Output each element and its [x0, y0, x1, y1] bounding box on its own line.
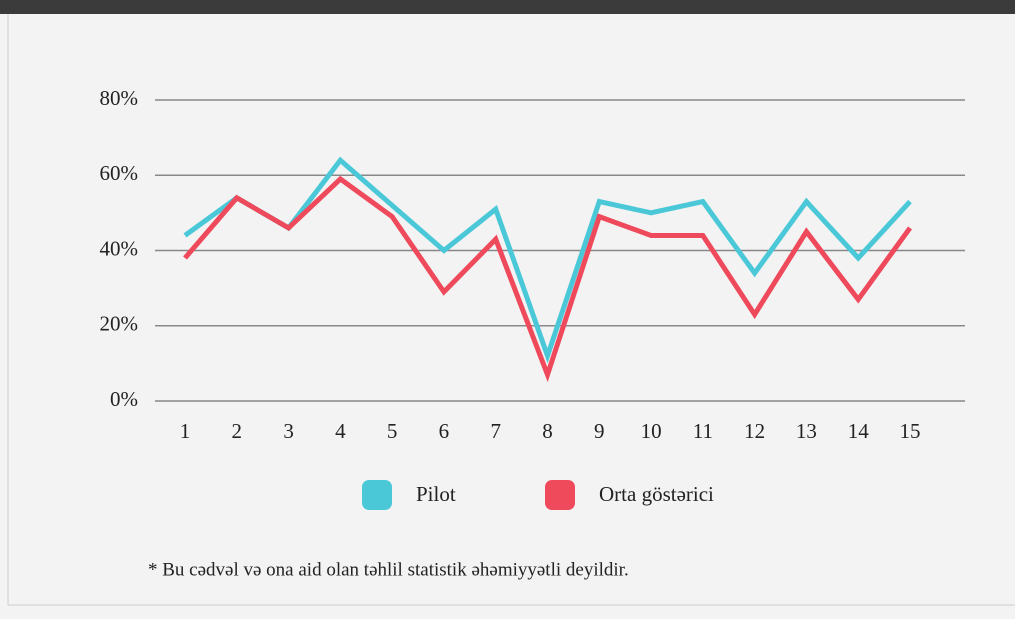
x-tick-label: 3	[283, 419, 294, 443]
x-tick-label: 9	[594, 419, 605, 443]
x-tick-label: 5	[387, 419, 398, 443]
series-line	[183, 156, 912, 364]
series-line	[183, 175, 913, 383]
x-tick-label: 1	[180, 419, 191, 443]
legend-swatch	[362, 480, 392, 510]
legend-swatch	[545, 480, 575, 510]
top-bar	[0, 0, 1015, 14]
x-tick-label: 8	[542, 419, 553, 443]
x-tick-label: 4	[335, 419, 346, 443]
y-tick-label: 40%	[100, 236, 139, 260]
x-tick-label: 6	[439, 419, 450, 443]
footnote: * Bu cədvəl və ona aid olan təhlil stati…	[148, 559, 629, 580]
y-tick-label: 0%	[110, 387, 138, 411]
legend-label: Orta göstərici	[599, 482, 714, 506]
x-tick-label: 15	[900, 419, 921, 443]
x-tick-label: 10	[641, 419, 662, 443]
y-tick-label: 60%	[100, 161, 139, 185]
x-tick-label: 14	[848, 419, 870, 443]
legend-label: Pilot	[416, 482, 456, 506]
x-tick-label: 13	[796, 419, 817, 443]
x-tick-label: 2	[232, 419, 243, 443]
y-tick-label: 20%	[100, 312, 139, 336]
x-tick-label: 7	[490, 419, 501, 443]
y-tick-label: 80%	[100, 86, 139, 110]
x-tick-label: 11	[693, 419, 713, 443]
x-tick-label: 12	[744, 419, 765, 443]
